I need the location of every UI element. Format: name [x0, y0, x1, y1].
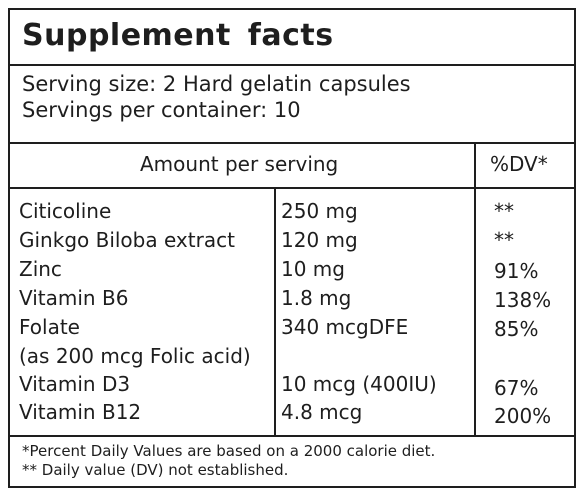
- row-dv: **: [494, 199, 514, 223]
- footnote-dv: *Percent Daily Values are based on a 200…: [22, 442, 436, 460]
- row-dv: 91%: [494, 259, 539, 283]
- footnote-not-established: ** Daily value (DV) not established.: [22, 461, 289, 479]
- divider-col-dv: [474, 142, 476, 437]
- row-amount: 10 mcg (400IU): [281, 372, 437, 396]
- divider-col-amount: [274, 187, 276, 437]
- row-dv: 67%: [494, 376, 539, 400]
- row-amount: 1.8 mg: [281, 286, 352, 310]
- panel-title: Supplement facts: [22, 18, 334, 53]
- header-dv: %DV*: [490, 152, 548, 176]
- serving-size: Serving size: 2 Hard gelatin capsules: [22, 72, 411, 96]
- row-name: Vitamin D3: [19, 372, 131, 396]
- header-amount: Amount per serving: [140, 152, 339, 176]
- row-name: Vitamin B6: [19, 286, 129, 310]
- row-name: Folate: [19, 315, 80, 339]
- row-dv: **: [494, 228, 514, 252]
- row-name: Vitamin B12: [19, 400, 142, 424]
- row-amount: 10 mg: [281, 257, 345, 281]
- servings-per-container: Servings per container: 10: [22, 98, 301, 122]
- divider-title: [10, 64, 574, 66]
- divider-header: [10, 187, 574, 189]
- row-name: Ginkgo Biloba extract: [19, 228, 235, 252]
- divider-serving: [10, 142, 574, 144]
- row-name: (as 200 mcg Folic acid): [19, 344, 251, 368]
- row-name: Zinc: [19, 257, 62, 281]
- divider-footer: [10, 435, 574, 437]
- row-amount: 120 mg: [281, 228, 358, 252]
- row-amount: 4.8 mcg: [281, 400, 363, 424]
- row-amount: 340 mcgDFE: [281, 315, 409, 339]
- supplement-facts-panel: Supplement facts Serving size: 2 Hard ge…: [8, 8, 576, 488]
- row-dv: 200%: [494, 404, 552, 428]
- row-name: Citicoline: [19, 199, 112, 223]
- row-dv: 85%: [494, 317, 539, 341]
- row-dv: 138%: [494, 288, 552, 312]
- row-amount: 250 mg: [281, 199, 358, 223]
